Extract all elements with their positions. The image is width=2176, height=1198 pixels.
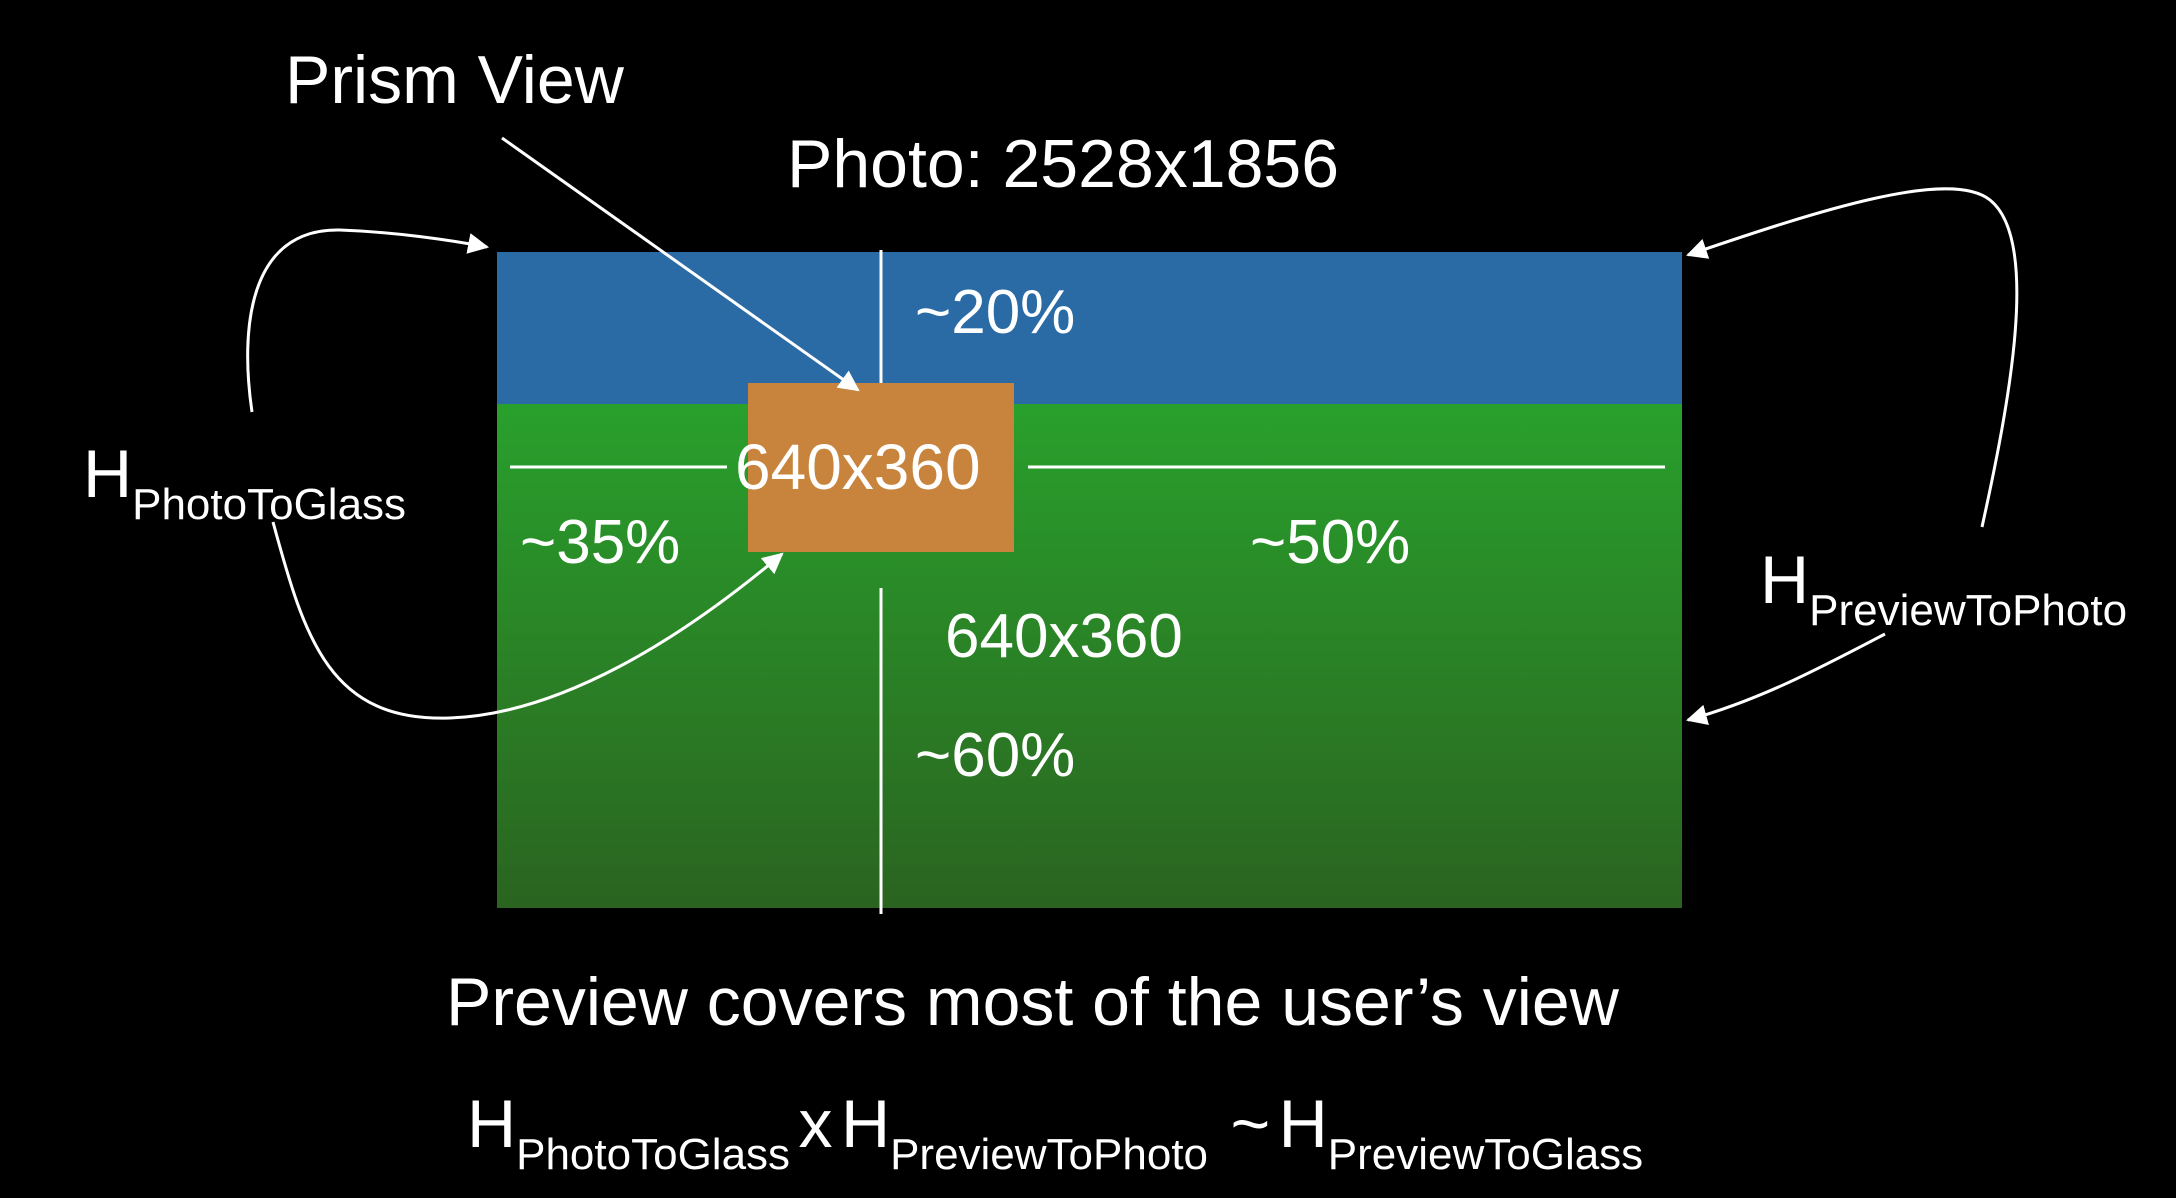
h-symbol: H — [1760, 542, 1810, 618]
caption: Preview covers most of the user’s view — [446, 964, 1619, 1040]
photo-size-label: Photo: 2528x1856 — [787, 126, 1340, 202]
formula: HPhotoToGlass x HPreviewToPhoto ~ HPrevi… — [467, 1090, 1643, 1177]
h-symbol: H — [83, 436, 133, 512]
prism-view-box — [748, 383, 1014, 552]
formula-term2-h: H — [840, 1086, 891, 1162]
prism-view-label: Prism View — [285, 42, 624, 118]
percent-left-label: ~35% — [520, 508, 681, 577]
photo-sky-region — [497, 252, 1682, 404]
preview-to-photo-upper-arrow — [1686, 187, 2019, 528]
formula-times: x — [798, 1086, 833, 1162]
percent-bottom-label: ~60% — [915, 721, 1076, 790]
h-preview-to-photo-label: HPreviewToPhoto — [1760, 546, 2127, 633]
photo-to-glass-lower-arrow — [271, 521, 784, 720]
formula-approx: ~ — [1230, 1086, 1271, 1162]
prism-view-size-label: 640x360 — [735, 431, 981, 503]
photo-to-glass-upper-arrow — [246, 228, 490, 413]
formula-term1-sub: PhotoToGlass — [516, 1130, 791, 1179]
formula-term2-sub: PreviewToPhoto — [890, 1130, 1209, 1179]
h-subscript: PhotoToGlass — [132, 480, 407, 529]
percent-top-label: ~20% — [915, 278, 1076, 347]
percent-right-label: ~50% — [1250, 508, 1411, 577]
preview-to-photo-lower-arrow — [1685, 632, 1886, 726]
h-photo-to-glass-label: HPhotoToGlass — [83, 440, 406, 527]
h-subscript: PreviewToPhoto — [1809, 586, 2128, 635]
formula-term1-h: H — [467, 1086, 517, 1162]
prism-view-arrow — [501, 136, 860, 392]
formula-term3-sub: PreviewToGlass — [1327, 1130, 1644, 1179]
preview-size-label: 640x360 — [945, 602, 1183, 671]
photo-grass-region — [497, 404, 1682, 908]
formula-term3-h: H — [1278, 1086, 1328, 1162]
